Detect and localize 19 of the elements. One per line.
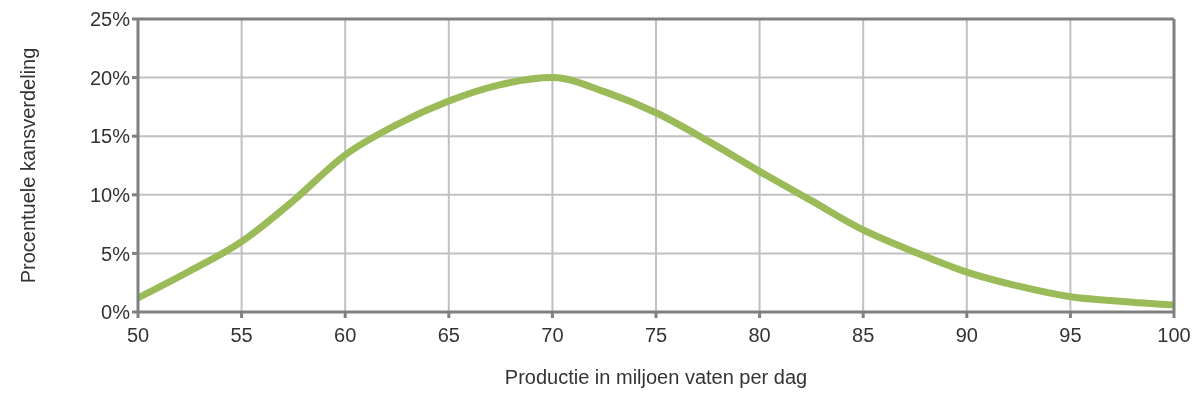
x-tick-label: 80 bbox=[748, 324, 771, 347]
y-axis-title: Procentuele kansverdeling bbox=[17, 47, 40, 284]
x-axis-title: Productie in miljoen vaten per dag bbox=[504, 366, 808, 388]
x-tick-label: 60 bbox=[334, 324, 357, 347]
y-tick-label: 10% bbox=[89, 183, 131, 206]
y-tick-label: 25% bbox=[89, 8, 131, 31]
y-tick-label: 0% bbox=[101, 301, 131, 324]
y-tick-label: 5% bbox=[101, 242, 131, 265]
x-tick-label: 100 bbox=[1157, 324, 1191, 347]
x-tick-label: 95 bbox=[1059, 324, 1082, 347]
x-tick-label: 50 bbox=[126, 324, 150, 347]
y-tick-label: 15% bbox=[89, 125, 131, 148]
x-tick-label: 75 bbox=[644, 324, 668, 347]
x-tick-label: 55 bbox=[230, 324, 253, 347]
x-tick-label: 90 bbox=[955, 324, 978, 347]
x-tick-label: 85 bbox=[852, 324, 875, 347]
x-tick-label: 65 bbox=[437, 324, 460, 347]
y-tick-label: 20% bbox=[89, 66, 131, 89]
x-tick-label: 70 bbox=[541, 324, 564, 347]
